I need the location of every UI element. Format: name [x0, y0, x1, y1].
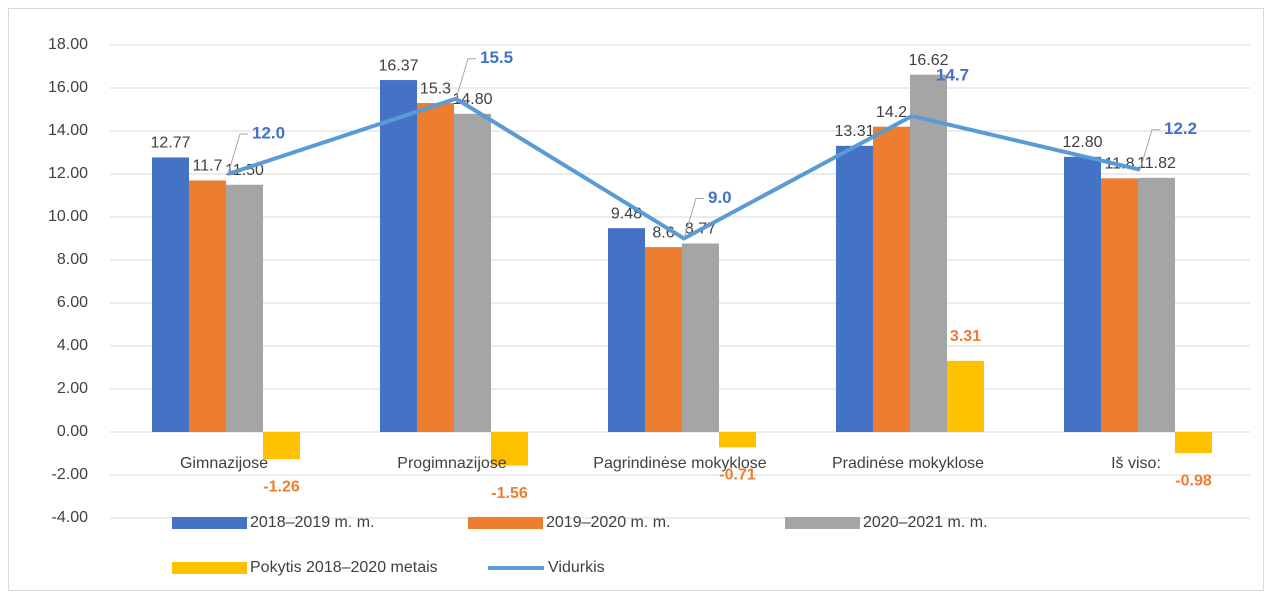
- y-tick-label: 6.00: [57, 294, 88, 311]
- leader-line: [455, 58, 476, 99]
- bar: [263, 432, 300, 460]
- leader-line: [683, 198, 704, 239]
- legend-label: 2019–2020 m. m.: [546, 514, 671, 531]
- leader-line: [1139, 129, 1160, 170]
- data-label: 11.82: [1137, 155, 1176, 172]
- bar: [682, 243, 719, 432]
- bar: [873, 126, 910, 432]
- data-label: 13.31: [834, 123, 874, 140]
- bar: [1064, 156, 1101, 433]
- y-tick-label: 18.00: [48, 36, 88, 53]
- bar: [491, 432, 528, 466]
- bar: [645, 247, 682, 432]
- bar: [454, 113, 491, 433]
- data-label: -0.98: [1175, 472, 1212, 489]
- bar: [836, 145, 873, 432]
- x-tick-label: Progimnazijose: [397, 455, 507, 472]
- data-label: 16.62: [908, 52, 948, 69]
- x-tick-label: Pradinėse mokyklose: [831, 455, 985, 472]
- bar: [1175, 432, 1212, 454]
- data-label: 14.2: [876, 104, 907, 121]
- legend-swatch: [172, 517, 247, 529]
- data-label: 11.7: [193, 158, 223, 175]
- x-tick-label: Gimnazijose: [179, 455, 269, 472]
- legend-label: Pokytis 2018–2020 metais: [250, 559, 438, 576]
- bar: [417, 103, 454, 433]
- y-tick-label: 14.00: [48, 122, 88, 139]
- data-label: 3.31: [950, 328, 981, 345]
- data-label: 15.3: [420, 80, 451, 97]
- data-label: 14.7: [936, 65, 969, 84]
- bar: [380, 80, 417, 433]
- data-label: 12.0: [252, 123, 285, 142]
- y-tick-label: 2.00: [57, 380, 88, 397]
- data-label: 15.5: [480, 48, 513, 67]
- bar: [1138, 177, 1175, 432]
- data-label: -1.56: [491, 485, 528, 502]
- y-tick-label: 4.00: [57, 337, 88, 354]
- bar: [910, 74, 947, 433]
- y-tick-label: 10.00: [48, 208, 88, 225]
- legend-label: 2018–2019 m. m.: [250, 514, 375, 531]
- bar: [719, 432, 756, 448]
- y-tick-label: -4.00: [52, 509, 89, 526]
- leader-line: [911, 75, 932, 117]
- legend-label: 2020–2021 m. m.: [863, 514, 988, 531]
- y-tick-label: 0.00: [57, 423, 88, 440]
- y-tick-label: 12.00: [48, 165, 88, 182]
- legend-swatch: [468, 517, 543, 529]
- data-label: -0.71: [719, 466, 756, 483]
- bar: [226, 184, 263, 432]
- y-tick-label: 16.00: [48, 79, 88, 96]
- bar: [189, 180, 226, 432]
- legend-swatch: [172, 562, 247, 574]
- data-label: 12.77: [150, 135, 190, 152]
- legend-label: Vidurkis: [548, 559, 605, 576]
- data-label: 16.37: [378, 57, 418, 74]
- leader-line: [227, 133, 248, 175]
- y-tick-label: 8.00: [57, 251, 88, 268]
- y-tick-label: -2.00: [52, 466, 89, 483]
- bar: [152, 157, 189, 432]
- data-label: 12.2: [1164, 119, 1197, 138]
- bar: [947, 360, 984, 432]
- data-label: 12.80: [1062, 134, 1102, 151]
- x-tick-label: Iš viso:: [1111, 455, 1161, 472]
- data-label: 9.0: [708, 188, 732, 207]
- data-label: -1.26: [263, 478, 300, 495]
- x-tick-label: Pagrindinėse mokyklose: [593, 455, 767, 472]
- bar: [608, 228, 645, 432]
- bar: [1101, 178, 1138, 432]
- legend-swatch: [785, 517, 860, 529]
